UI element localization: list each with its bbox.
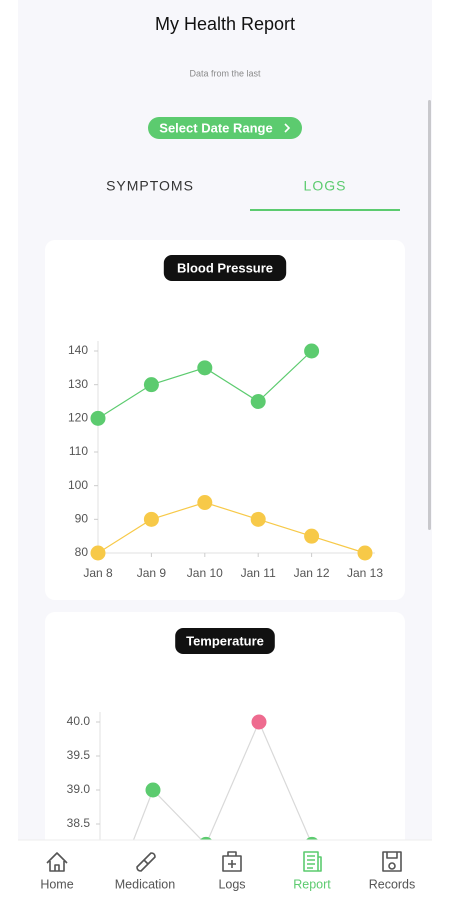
chart-title-bg: [175, 628, 275, 654]
button-bg: [148, 117, 302, 139]
y-tick-label: 130: [68, 377, 88, 391]
data-point: [197, 360, 213, 376]
data-point: [197, 495, 213, 510]
chart-title-bg: [163, 255, 287, 281]
y-tick-label: 120: [68, 411, 88, 425]
y-tick-label: 39.0: [67, 782, 91, 796]
nav-icon: [136, 852, 156, 872]
nav-label: Logs: [218, 877, 245, 891]
nav-icon: [46, 852, 68, 872]
card: [45, 240, 405, 600]
x-tick-label: Jan 9: [137, 566, 167, 580]
y-tick-label: 100: [68, 478, 88, 492]
data-point: [357, 545, 373, 561]
nav-label: Medication: [115, 877, 175, 891]
y-tick-label: 110: [69, 444, 88, 458]
nav-icon: [222, 851, 242, 872]
data-point: [90, 545, 106, 561]
data-point: [199, 836, 213, 840]
chart-title: Temperature: [186, 633, 264, 648]
y-tick-label: 140: [68, 343, 88, 357]
chart: Blood Pressure 80 90 100 110 120 130 140 Jan 8 Ja…: [68, 255, 383, 580]
data-point: [304, 528, 320, 544]
chart-title: Blood Pressure: [177, 260, 273, 275]
data-point: [145, 782, 161, 798]
card: [45, 612, 405, 872]
nav-label: Home: [40, 877, 73, 891]
data-point: [143, 511, 159, 527]
y-tick-label: 38.5: [67, 816, 91, 830]
data-point: [251, 714, 267, 730]
nav-bar: [18, 840, 432, 900]
y-tick-label: 39.5: [67, 748, 91, 762]
nav-label: Report: [293, 877, 331, 891]
plot: 38.5 39.0 39.5 40.0: [67, 712, 319, 840]
tab[interactable]: LOGS: [250, 178, 400, 211]
x-tick-label: Jan 13: [347, 566, 383, 580]
data-point: [250, 511, 266, 527]
date-range-button[interactable]: Select Date Range: [148, 117, 302, 139]
button-label: Select Date Range: [159, 120, 272, 135]
series-line: [132, 720, 311, 840]
x-tick-label: Jan 11: [241, 566, 276, 580]
nav-icon: [303, 851, 322, 872]
tab[interactable]: SYMPTOMS: [106, 178, 194, 194]
nav-icon: [382, 851, 402, 872]
nav-item[interactable]: Home: [40, 852, 74, 891]
data-point: [305, 836, 319, 840]
x-tick-label: Jan 8: [83, 566, 113, 580]
tab-label: SYMPTOMS: [106, 178, 194, 194]
data-point: [90, 410, 106, 426]
subtitle: Data from the last: [189, 68, 261, 78]
x-tick-label: Jan 10: [187, 566, 223, 580]
plot: 80 90 100 110 120 130 140 Jan 8 Jan 9 Jan 10 Jan 1…: [68, 341, 383, 580]
y-tick-label: 40.0: [67, 714, 91, 728]
page-title: My Health Report: [155, 14, 295, 34]
x-tick-label: Jan 12: [294, 566, 330, 580]
data-point: [304, 343, 320, 359]
nav-item[interactable]: Logs: [218, 851, 246, 891]
scrollbar: [428, 100, 431, 530]
nav-label: Records: [369, 877, 416, 891]
y-tick-label: 90: [75, 512, 89, 526]
nav-item[interactable]: Records: [369, 851, 416, 891]
series-line: [97, 501, 366, 554]
y-tick-label: 80: [75, 545, 89, 559]
data-point: [250, 394, 266, 409]
data-point: [143, 377, 159, 393]
chart: Temperature 38.5 39.0 39.5 40.0: [67, 628, 319, 840]
tab-label: LOGS: [304, 178, 347, 194]
chevron: [284, 123, 291, 133]
nav-item[interactable]: Report: [293, 851, 331, 891]
tab-underline: [250, 209, 400, 211]
nav-item[interactable]: Medication: [115, 852, 175, 891]
